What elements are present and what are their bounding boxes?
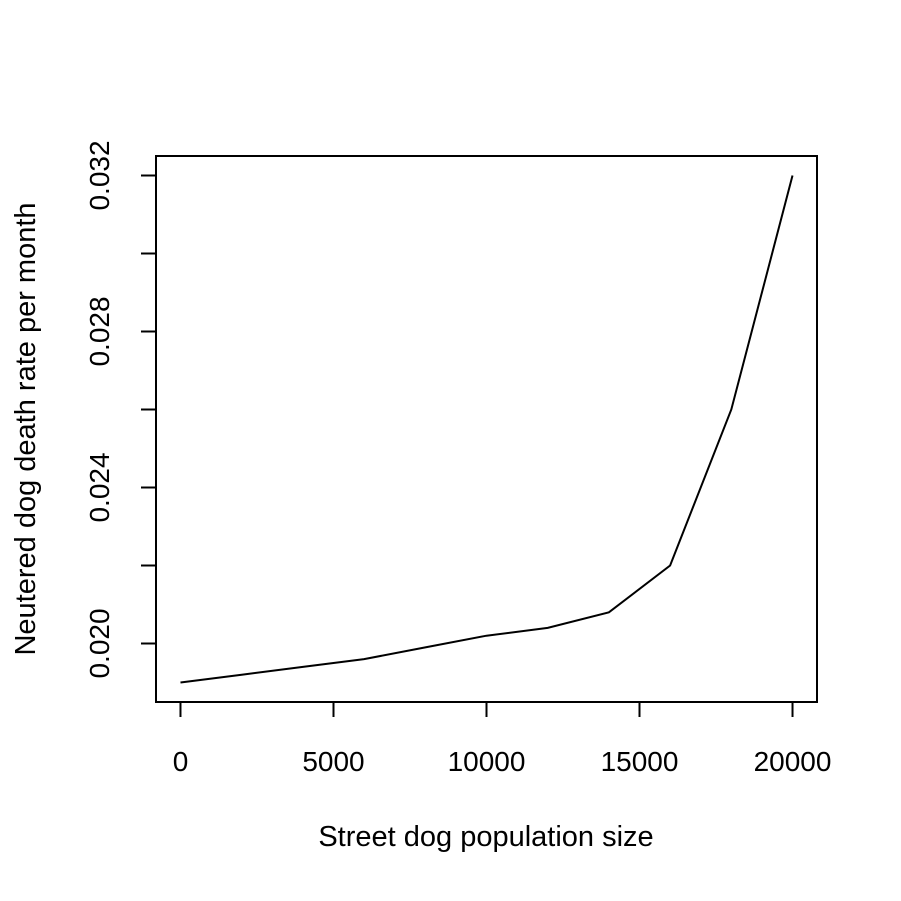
y-axis-title: Neutered dog death rate per month [10,202,42,655]
y-tick-label: 0.028 [84,296,115,366]
x-tick-label: 20000 [754,746,832,777]
y-tick-label: 0.024 [84,452,115,522]
y-axis: 0.020 0.024 0.028 0.032 [84,140,157,679]
x-axis-title: Street dog population size [318,821,653,853]
x-tick-label: 0 [173,746,189,777]
x-axis: 0 5000 10000 15000 20000 [173,701,832,777]
x-tick-label: 15000 [601,746,679,777]
x-tick-label: 5000 [302,746,364,777]
y-tick-label: 0.032 [84,140,115,210]
y-tick-label: 0.020 [84,608,115,678]
plot-box [155,155,818,703]
x-tick-label: 10000 [448,746,526,777]
series-line [180,175,794,684]
